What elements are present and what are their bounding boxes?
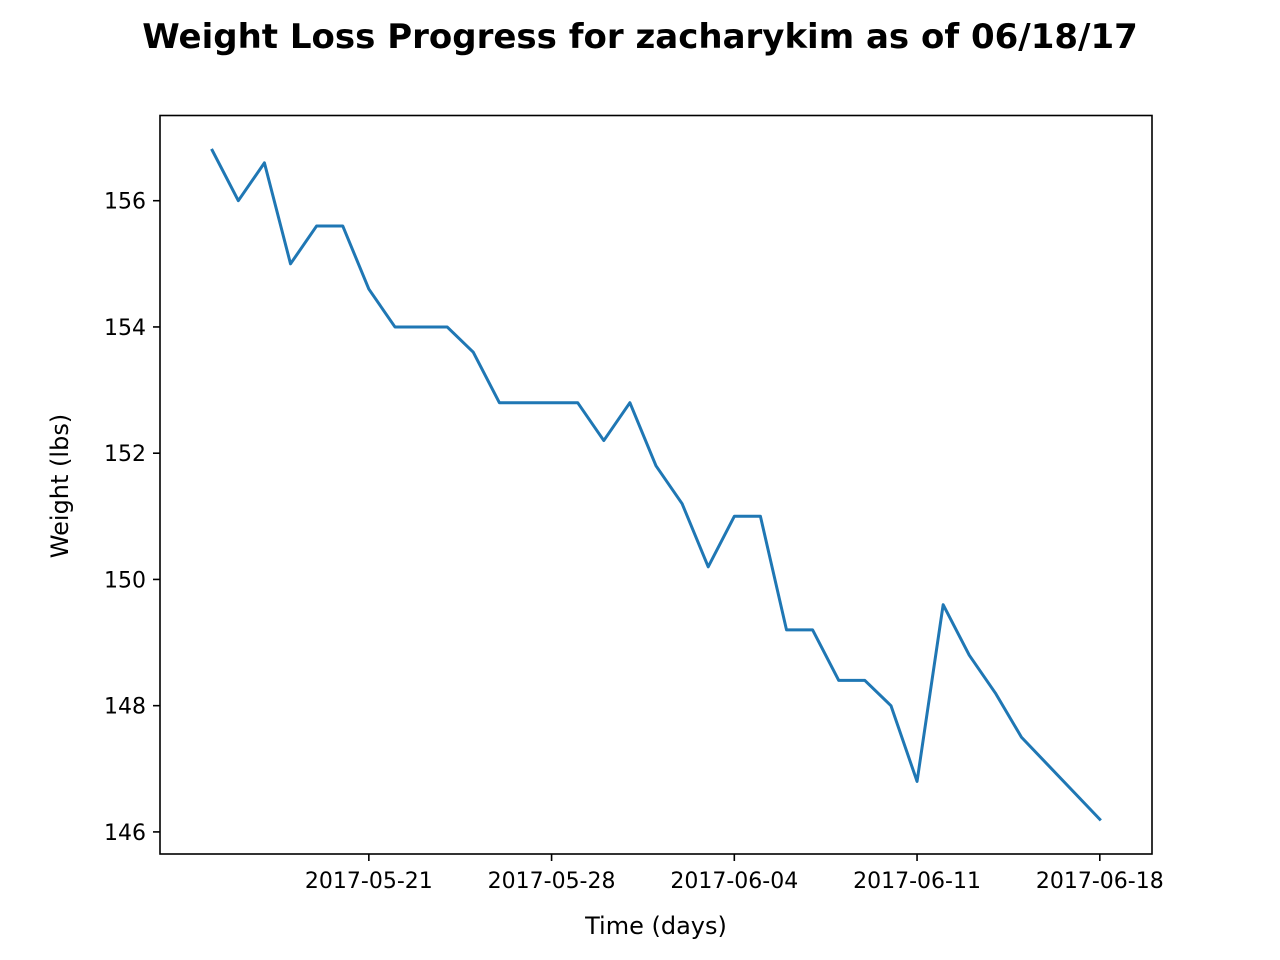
data-point xyxy=(1019,735,1023,739)
data-point xyxy=(576,401,580,405)
y-tick-label: 148 xyxy=(104,695,146,720)
data-point xyxy=(602,439,606,443)
data-point xyxy=(941,603,945,607)
data-point xyxy=(497,401,501,405)
y-axis-label: Weight (lbs) xyxy=(46,414,74,558)
data-point xyxy=(863,678,867,682)
data-point xyxy=(471,350,475,354)
x-tick-label: 2017-05-21 xyxy=(305,869,433,894)
data-point xyxy=(1098,817,1102,821)
data-point xyxy=(758,514,762,518)
data-point xyxy=(967,653,971,657)
data-point xyxy=(523,401,527,405)
data-point xyxy=(889,704,893,708)
data-point xyxy=(915,779,919,783)
x-axis-label: Time (days) xyxy=(584,912,727,940)
x-tick-label: 2017-05-28 xyxy=(488,869,616,894)
data-point xyxy=(262,161,266,165)
data-point xyxy=(550,401,554,405)
y-tick-label: 156 xyxy=(104,190,146,215)
plot-lines xyxy=(210,148,1102,822)
y-tick-label: 146 xyxy=(104,821,146,846)
plot-frame xyxy=(159,114,1153,855)
data-point xyxy=(315,224,319,228)
data-point xyxy=(236,199,240,203)
data-point xyxy=(367,287,371,291)
data-point xyxy=(628,401,632,405)
data-point xyxy=(445,325,449,329)
data-point xyxy=(785,628,789,632)
data-point xyxy=(680,502,684,506)
data-point xyxy=(393,325,397,329)
data-point xyxy=(993,691,997,695)
chart-title: Weight Loss Progress for zacharykim as o… xyxy=(142,17,1138,57)
data-point xyxy=(419,325,423,329)
data-point xyxy=(811,628,815,632)
data-point xyxy=(732,514,736,518)
data-point xyxy=(289,262,293,266)
axis-ticks: 2017-05-21 2017-05-28 2017-06-04 2017-06-11… xyxy=(104,190,1164,894)
weight-series-line xyxy=(210,148,1102,822)
y-tick-label: 152 xyxy=(104,442,146,467)
data-point xyxy=(210,148,214,152)
data-point xyxy=(706,565,710,569)
x-tick-label: 2017-06-11 xyxy=(853,869,981,894)
x-tick-label: 2017-06-04 xyxy=(670,869,798,894)
y-tick-label: 154 xyxy=(104,316,146,341)
x-tick-label: 2017-06-18 xyxy=(1036,869,1164,894)
data-point xyxy=(341,224,345,228)
y-tick-label: 150 xyxy=(104,568,146,593)
data-point xyxy=(837,678,841,682)
data-point xyxy=(654,464,658,468)
y-axis-label-group: Weight (lbs) xyxy=(46,414,74,558)
